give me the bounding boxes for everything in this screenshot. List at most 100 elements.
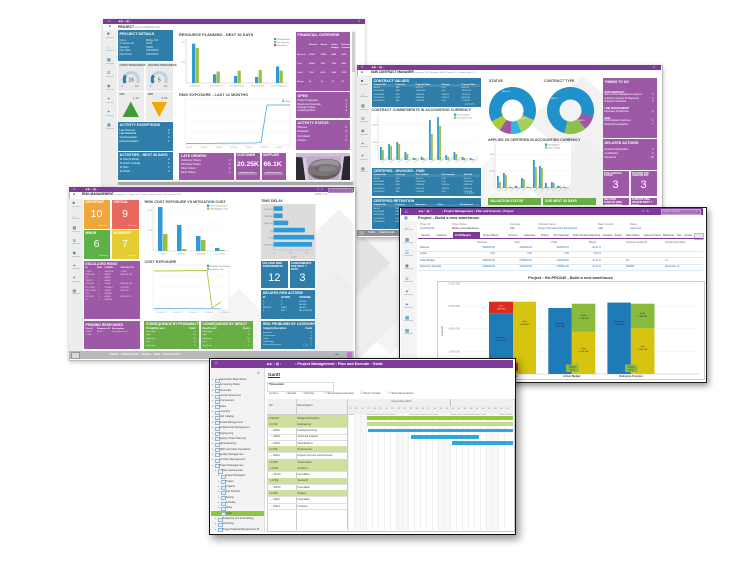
svg-text:400000: 400000 xyxy=(489,170,495,172)
svg-text:Other Hours: Other Hours xyxy=(277,44,288,47)
svg-text:100: 100 xyxy=(181,62,185,64)
svg-text:TESTD2: TESTD2 xyxy=(178,254,187,256)
svg-text:T60: T60 xyxy=(270,230,274,232)
svg-text:WF-RISK: WF-RISK xyxy=(265,216,274,218)
svg-text:SU-SUB-06: SU-SUB-06 xyxy=(430,156,438,164)
svg-text:Structural Engineer: Structural Engineer xyxy=(229,85,245,88)
svg-text:SU-SUB-09: SU-SUB-09 xyxy=(454,156,462,164)
svg-text:2014-06: 2014-06 xyxy=(261,147,268,149)
svg-text:4 000 000: 4 000 000 xyxy=(448,327,460,331)
svg-text:SU-SUB-08: SU-SUB-08 xyxy=(546,184,554,192)
svg-text:0: 0 xyxy=(274,253,276,255)
svg-text:Profit: Profit xyxy=(640,312,645,315)
svg-text:5: 5 xyxy=(158,77,161,83)
svg-text:Committed value: Committed value xyxy=(457,116,473,119)
svg-text:Total Mitigation Cost: Total Mitigation Cost xyxy=(210,208,228,211)
svg-text:Loss: Loss xyxy=(499,306,505,308)
svg-text:Process Engineering: Process Engineering xyxy=(271,86,288,88)
svg-text:Mechanical Eng.: Mechanical Eng. xyxy=(251,86,265,88)
svg-text:2014-03-24: 2014-03-24 xyxy=(189,312,198,314)
svg-text:Value: Value xyxy=(285,101,291,103)
svg-text:Total Base Cost: Total Base Cost xyxy=(210,268,224,271)
svg-text:Civil Engineer: Civil Engineer xyxy=(189,86,200,88)
svg-text:2014-03: 2014-03 xyxy=(216,147,223,149)
svg-text:SU-SUB-03: SU-SUB-03 xyxy=(405,156,413,164)
svg-text:4 500 000: 4 500 000 xyxy=(496,340,507,342)
svg-text:-500 000: -500 000 xyxy=(497,309,506,311)
svg-text:8 000 000: 8 000 000 xyxy=(448,282,460,286)
svg-text:2014-05-24: 2014-05-24 xyxy=(221,312,230,314)
svg-text:Action Budget: Action Budget xyxy=(563,375,580,378)
svg-text:4 000 000: 4 000 000 xyxy=(555,326,566,328)
svg-text:4000: 4000 xyxy=(148,210,153,212)
svg-text:SU-RISK: SU-RISK xyxy=(196,254,205,256)
svg-text:2014-01: 2014-01 xyxy=(186,147,193,149)
svg-text:Current Value: Current Value xyxy=(457,113,470,116)
svg-text:Amount: Amount xyxy=(440,326,444,337)
svg-text:SU-SUB-05: SU-SUB-05 xyxy=(422,156,430,164)
svg-text:Senior Engineer: Senior Engineer xyxy=(210,86,223,88)
svg-text:16: 16 xyxy=(128,77,134,83)
svg-text:Days: Days xyxy=(292,257,297,259)
svg-text:SU-SUB-00: SU-SUB-00 xyxy=(498,184,506,192)
svg-text:400000: 400000 xyxy=(372,141,378,143)
svg-text:4 200 000: 4 200 000 xyxy=(614,324,625,326)
svg-text:Margin: Margin xyxy=(569,366,576,369)
svg-text:Cost: Cost xyxy=(640,345,645,348)
svg-text:40: 40 xyxy=(306,253,309,255)
svg-text:Margin: Margin xyxy=(628,366,635,369)
svg-text:Revenue: Revenue xyxy=(556,323,566,325)
svg-text:Revenue: Revenue xyxy=(615,321,625,323)
svg-text:Cost: Cost xyxy=(522,320,527,323)
svg-text:2 276 000: 2 276 000 xyxy=(579,318,590,320)
svg-text:2014-07: 2014-07 xyxy=(276,147,283,149)
svg-text:2014-04: 2014-04 xyxy=(231,147,238,149)
svg-text:SU-SUB-08: SU-SUB-08 xyxy=(446,156,454,164)
svg-text:SU-SUB-10: SU-SUB-10 xyxy=(558,184,566,192)
svg-text:2 000 000: 2 000 000 xyxy=(448,349,460,353)
svg-text:SU-SUB-02: SU-SUB-02 xyxy=(397,156,405,164)
svg-text:SU-SUB-04: SU-SUB-04 xyxy=(413,156,421,164)
svg-text:Planned Hours: Planned Hours xyxy=(277,39,290,41)
svg-text:SU-SUB-04: SU-SUB-04 xyxy=(522,184,530,192)
svg-text:LOW: LOW xyxy=(160,254,165,256)
svg-text:Total Risk Cost Exposure: Total Risk Cost Exposure xyxy=(210,265,230,268)
svg-text:RISK-100: RISK-100 xyxy=(264,223,274,225)
svg-text:2014-05: 2014-05 xyxy=(246,147,253,149)
svg-text:SU-SUB-01: SU-SUB-01 xyxy=(389,156,397,164)
svg-text:2014-02: 2014-02 xyxy=(201,147,208,149)
svg-text:2000: 2000 xyxy=(148,230,153,232)
svg-text:400000: 400000 xyxy=(489,154,495,156)
svg-text:34 %: 34 % xyxy=(570,370,575,372)
svg-text:2 198 461: 2 198 461 xyxy=(638,316,649,318)
svg-text:4 136 100: 4 136 100 xyxy=(638,349,649,351)
svg-text:400000: 400000 xyxy=(372,124,378,126)
svg-text:Cost: Cost xyxy=(581,347,586,350)
svg-text:20: 20 xyxy=(290,253,293,255)
svg-text:4 123 000: 4 123 000 xyxy=(579,351,590,353)
svg-text:2014-01-24: 2014-01-24 xyxy=(157,312,166,314)
svg-text:SU-SUB-00: SU-SUB-00 xyxy=(381,156,389,164)
svg-text:Profit: Profit xyxy=(581,314,586,317)
svg-text:Total Certified: Total Certified xyxy=(548,146,560,149)
svg-text:200: 200 xyxy=(181,42,185,44)
svg-text:RISK-200: RISK-200 xyxy=(264,245,274,247)
svg-text:4 500 000: 4 500 000 xyxy=(520,324,531,326)
svg-text:6 000 000: 6 000 000 xyxy=(448,304,460,308)
svg-text:Reference Forecast: Reference Forecast xyxy=(619,375,642,378)
svg-text:SU-TEST: SU-TEST xyxy=(264,209,273,211)
svg-text:SU-SUB-05: SU-SUB-05 xyxy=(528,184,536,192)
svg-text:SU-SUB-07: SU-SUB-07 xyxy=(438,156,446,164)
svg-text:Risk Cost Exposure: Risk Cost Exposure xyxy=(210,205,228,208)
svg-text:LOW: LOW xyxy=(268,238,273,240)
svg-text:2015-02-24: 2015-02-24 xyxy=(173,312,182,314)
svg-text:60-n TEST: 60-n TEST xyxy=(215,254,225,256)
svg-text:Total Applied: Total Applied xyxy=(548,143,559,146)
svg-text:SU-SUB-10: SU-SUB-10 xyxy=(462,156,470,164)
svg-text:2015-04-24: 2015-04-24 xyxy=(205,312,214,314)
svg-text:SU-SUB-02: SU-SUB-02 xyxy=(510,184,518,192)
svg-text:SU-SUB-07: SU-SUB-07 xyxy=(540,184,548,192)
svg-text:SU-SUB-03: SU-SUB-03 xyxy=(516,184,524,192)
svg-text:SU-SUB-11: SU-SUB-11 xyxy=(471,156,479,164)
svg-text:SU-SUB-01: SU-SUB-01 xyxy=(504,184,512,192)
